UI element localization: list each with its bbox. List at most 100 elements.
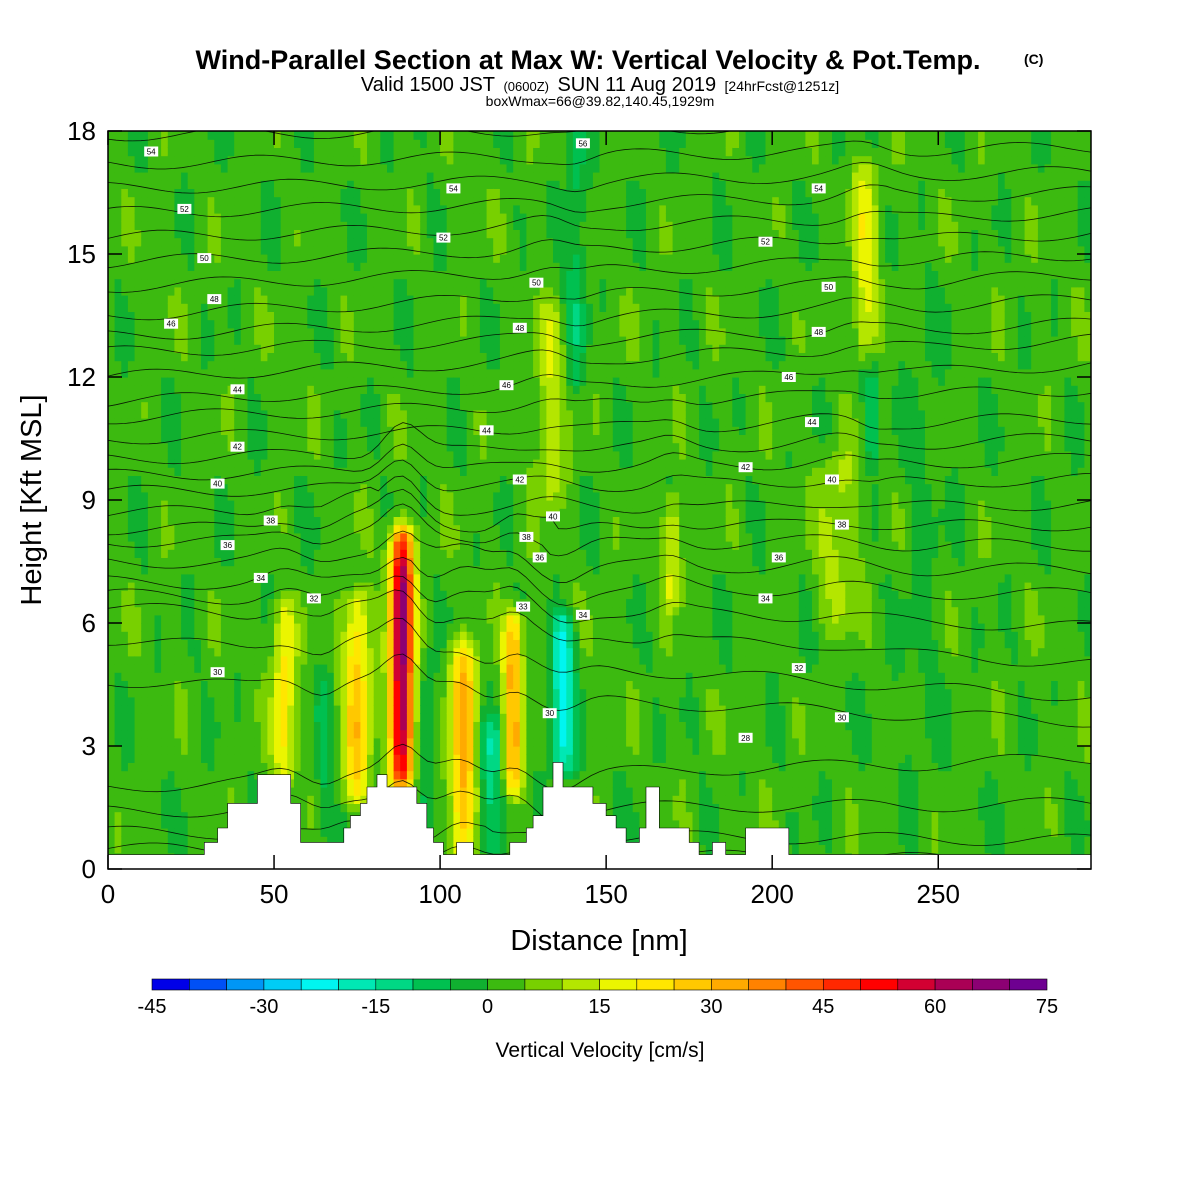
velocity-cell xyxy=(294,606,302,616)
velocity-cell xyxy=(187,385,195,394)
velocity-cell xyxy=(194,336,202,345)
velocity-cell xyxy=(234,213,242,222)
velocity-cell xyxy=(141,204,149,214)
velocity-cell xyxy=(466,254,474,263)
velocity-cell xyxy=(320,434,328,444)
velocity-cell xyxy=(254,639,262,649)
velocity-cell xyxy=(280,573,288,583)
velocity-cell xyxy=(347,385,355,394)
velocity-cell xyxy=(446,508,454,517)
velocity-cell xyxy=(453,426,461,435)
velocity-cell xyxy=(187,598,195,608)
velocity-cell xyxy=(353,705,361,714)
velocity-cell xyxy=(121,475,129,485)
velocity-cell xyxy=(320,746,328,755)
velocity-cell xyxy=(108,500,116,509)
velocity-cell xyxy=(194,327,202,337)
velocity-cell xyxy=(240,500,248,509)
velocity-cell xyxy=(114,516,122,526)
velocity-cell xyxy=(187,278,195,288)
velocity-cell xyxy=(466,278,474,288)
velocity-cell xyxy=(393,270,401,280)
velocity-cell xyxy=(141,762,149,772)
velocity-cell xyxy=(433,278,441,288)
velocity-cell xyxy=(294,434,302,444)
velocity-cell xyxy=(406,614,415,624)
velocity-cell xyxy=(167,770,175,780)
velocity-cell xyxy=(207,729,215,739)
velocity-cell xyxy=(234,672,242,681)
velocity-cell xyxy=(247,172,255,181)
velocity-cell xyxy=(127,688,136,698)
velocity-cell xyxy=(406,229,415,239)
velocity-cell xyxy=(387,778,395,788)
velocity-cell xyxy=(127,606,136,616)
velocity-cell xyxy=(167,262,175,271)
velocity-cell xyxy=(413,508,421,517)
velocity-cell xyxy=(413,155,421,165)
velocity-cell xyxy=(380,582,388,591)
velocity-cell xyxy=(260,549,268,558)
velocity-cell xyxy=(426,139,434,148)
velocity-cell xyxy=(460,582,468,591)
velocity-cell xyxy=(201,426,209,435)
velocity-cell xyxy=(466,721,474,731)
velocity-cell xyxy=(201,655,209,665)
velocity-cell xyxy=(260,409,268,419)
velocity-cell xyxy=(406,672,415,681)
velocity-cell xyxy=(214,434,222,444)
velocity-cell xyxy=(201,647,209,657)
velocity-cell xyxy=(300,688,308,698)
velocity-cell xyxy=(347,557,355,567)
velocity-cell xyxy=(387,754,395,763)
velocity-cell xyxy=(234,139,242,148)
velocity-cell xyxy=(287,254,295,263)
velocity-cell xyxy=(187,557,195,567)
velocity-cell xyxy=(353,196,361,206)
velocity-cell xyxy=(460,565,468,575)
velocity-cell xyxy=(280,696,288,706)
velocity-cell xyxy=(114,295,122,304)
velocity-cell xyxy=(147,549,156,558)
velocity-cell xyxy=(420,147,428,157)
velocity-cell xyxy=(141,311,149,321)
velocity-cell xyxy=(313,385,322,394)
velocity-cell xyxy=(307,516,315,526)
velocity-cell xyxy=(433,377,441,386)
velocity-cell xyxy=(194,434,202,444)
velocity-cell xyxy=(307,426,315,435)
velocity-cell xyxy=(333,360,341,370)
velocity-cell xyxy=(313,352,322,362)
velocity-cell xyxy=(413,705,421,714)
velocity-cell xyxy=(220,606,229,616)
velocity-cell xyxy=(320,500,328,509)
velocity-cell xyxy=(227,508,235,517)
velocity-cell xyxy=(373,352,381,362)
velocity-cell xyxy=(220,237,229,247)
velocity-cell xyxy=(380,705,388,714)
velocity-cell xyxy=(108,844,116,854)
velocity-cell xyxy=(360,311,368,321)
velocity-cell xyxy=(460,705,468,714)
velocity-cell xyxy=(134,418,142,427)
velocity-cell xyxy=(234,147,242,157)
velocity-cell xyxy=(347,729,355,739)
velocity-cell xyxy=(426,549,434,558)
velocity-cell xyxy=(194,516,202,526)
velocity-cell xyxy=(387,147,395,157)
velocity-cell xyxy=(440,836,448,845)
velocity-cell xyxy=(287,204,295,214)
velocity-cell xyxy=(433,475,441,485)
velocity-cell xyxy=(154,688,162,698)
velocity-cell xyxy=(367,483,375,493)
velocity-cell xyxy=(161,418,169,427)
velocity-cell xyxy=(340,262,348,271)
velocity-cell xyxy=(426,418,434,427)
velocity-cell xyxy=(440,688,448,698)
velocity-cell xyxy=(220,245,229,255)
velocity-cell xyxy=(127,286,136,296)
velocity-cell xyxy=(147,664,156,673)
velocity-cell xyxy=(466,746,474,755)
velocity-cell xyxy=(161,582,169,591)
velocity-cell xyxy=(114,426,122,435)
